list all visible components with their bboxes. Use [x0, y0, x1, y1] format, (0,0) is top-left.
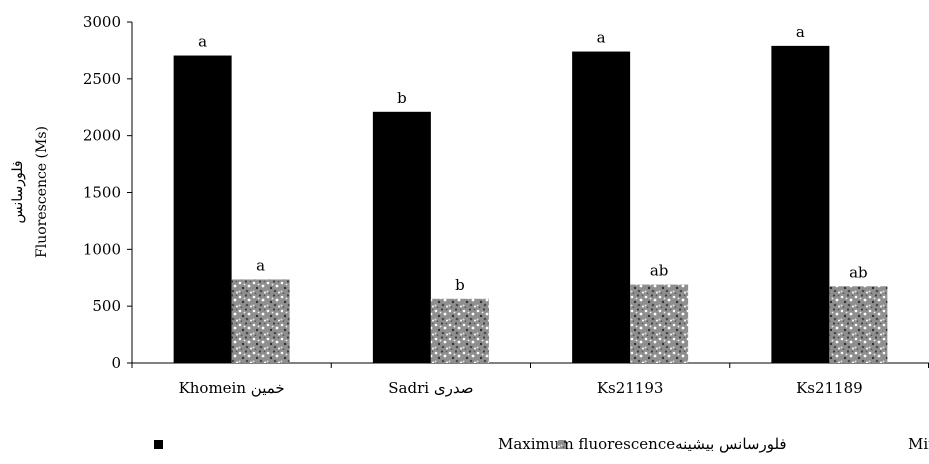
y-tick-label: 2500 — [83, 70, 121, 88]
bar-data-label: a — [256, 256, 265, 274]
y-axis-title-en: Fluorescence (Ms) — [34, 126, 50, 258]
y-tick-label: 0 — [111, 354, 121, 372]
y-tick-label: 1000 — [83, 240, 121, 258]
bar-minimum-fluorescence — [829, 286, 888, 363]
bar-data-label: a — [597, 29, 606, 47]
y-tick-label: 1500 — [83, 184, 121, 202]
bar-maximum-fluorescence — [771, 45, 830, 364]
bar-data-label: b — [455, 276, 465, 294]
legend-swatch-maximum — [154, 440, 163, 449]
legend-label-maximum: فلورسانس بیشینهMaximum fluorescence — [498, 435, 787, 453]
x-ticks: Khomein خمین Sadri صدری Ks21193 Ks21189 — [131, 363, 929, 397]
y-axis-title-fa: فلورسانس — [10, 160, 26, 223]
y-tick-label: 3000 — [83, 13, 121, 31]
legend-swatch-minimum — [557, 440, 566, 449]
x-axis: Khomein خمین Sadri صدری Ks21193 Ks21189 — [131, 362, 929, 397]
x-tick-label: Ks21193 — [597, 379, 664, 397]
legend: فلورسانس بیشینهMaximum fluorescence فلور… — [154, 435, 929, 453]
y-axis: 0 500 1000 1500 2000 2500 3000 — [83, 13, 133, 372]
x-tick-label: Ks21189 — [796, 379, 863, 397]
y-ticks: 0 500 1000 1500 2000 2500 3000 — [83, 13, 132, 372]
bar-maximum-fluorescence — [372, 111, 431, 364]
bar-data-label: ab — [650, 262, 669, 280]
bar-minimum-fluorescence — [630, 284, 689, 363]
bar-data-label: a — [198, 33, 207, 51]
y-tick-label: 2000 — [83, 127, 121, 145]
bar-maximum-fluorescence — [572, 51, 631, 363]
legend-label-minimum: فلورسانس کمینهMinimum fluorescence — [908, 435, 929, 453]
bar-data-label: a — [796, 23, 805, 41]
x-tick-label: Khomein خمین — [179, 379, 285, 397]
bar-data-label: ab — [849, 263, 868, 281]
bar-minimum-fluorescence — [231, 279, 290, 363]
bar-data-label: b — [397, 89, 407, 107]
y-tick-label: 500 — [92, 297, 121, 315]
x-tick-label: Sadri صدری — [388, 379, 473, 397]
bar-maximum-fluorescence — [173, 55, 232, 363]
bars — [173, 45, 888, 364]
bar-minimum-fluorescence — [430, 298, 489, 363]
y-axis-title: فلورسانس Fluorescence (Ms) — [10, 126, 50, 258]
